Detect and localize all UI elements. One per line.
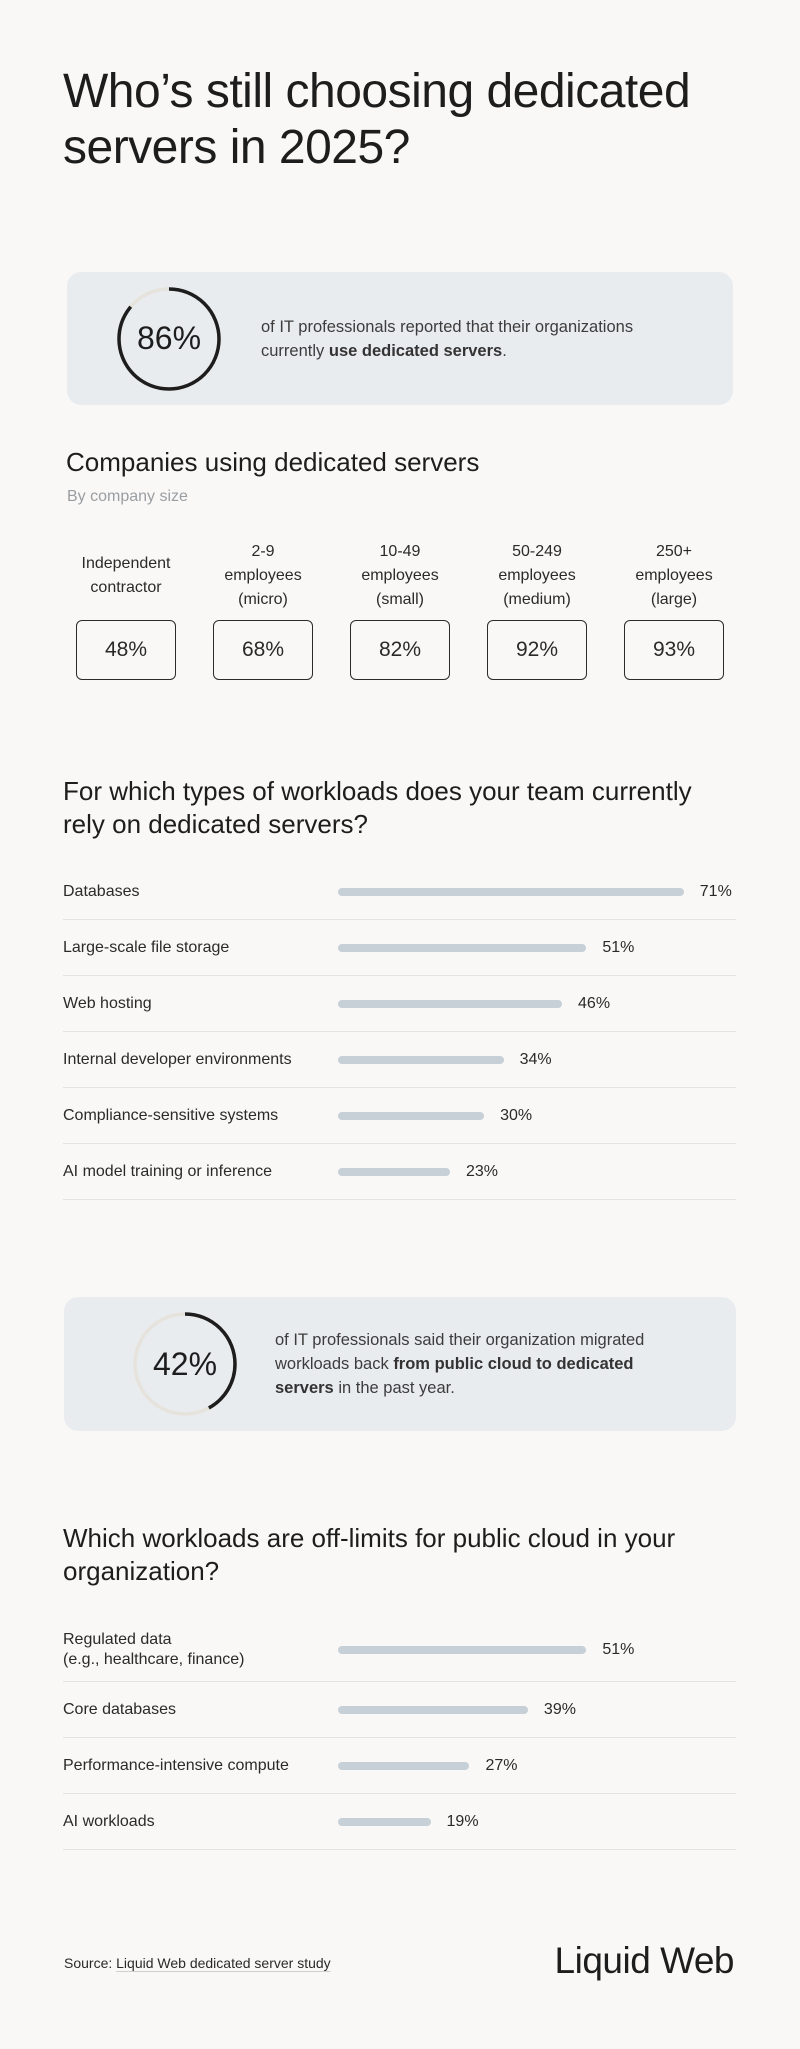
bar-fill xyxy=(338,999,563,1008)
size-label: Independent contractor xyxy=(81,555,171,596)
progress-ring: 86% xyxy=(117,286,221,391)
stat-emphasis: use dedicated servers xyxy=(328,341,503,360)
ring-chart-icon xyxy=(117,286,221,391)
bar-row: AI model training or inference 23% xyxy=(63,1144,736,1200)
bar-track: 34% xyxy=(338,1051,552,1068)
bar-value: 30% xyxy=(500,1106,533,1124)
size-value: 48% xyxy=(76,620,176,680)
source-link[interactable]: Liquid Web dedicated server study xyxy=(116,1955,331,1971)
bar-row: Web hosting 46% xyxy=(63,976,736,1032)
bar-fill xyxy=(338,887,684,896)
bar-value: 71% xyxy=(699,882,732,900)
bar-row: Regulated data (e.g., healthcare, finance… xyxy=(63,1618,736,1682)
stat-emphasis: from public cloud to dedicated servers xyxy=(275,1355,634,1397)
progress-ring: 42% xyxy=(133,1312,237,1416)
offlimits-bar-list: Regulated data (e.g., healthcare, finance… xyxy=(63,1618,736,1850)
bar-value: 51% xyxy=(602,1640,635,1658)
bar-fill xyxy=(338,1111,485,1120)
bar-value: 46% xyxy=(578,994,611,1012)
size-item: 2-9 employees (micro) 68% xyxy=(203,540,323,680)
bar-track: 51% xyxy=(338,939,634,956)
bar-track: 19% xyxy=(338,1813,479,1830)
bar-track: 51% xyxy=(338,1641,634,1658)
bar-track: 71% xyxy=(338,883,732,900)
company-size-grid: Independent contractor 48% 2-9 employees… xyxy=(66,540,734,680)
bar-track: 46% xyxy=(338,995,610,1012)
bar-fill xyxy=(338,1055,504,1064)
bar-fill xyxy=(338,1645,587,1654)
bar-value: 39% xyxy=(543,1700,576,1718)
bar-label: Internal developer environments xyxy=(63,1050,292,1068)
size-label: 2-9 employees (micro) xyxy=(224,543,302,608)
bar-label: Core databases xyxy=(63,1700,176,1718)
size-value: 93% xyxy=(624,620,724,680)
bar-value: 23% xyxy=(466,1162,499,1180)
stat-card-cloud-repatriation: 42% of IT professionals said their organ… xyxy=(64,1297,736,1431)
bar-fill xyxy=(338,1705,528,1714)
size-value: 92% xyxy=(487,620,587,680)
bar-track: 39% xyxy=(338,1701,576,1718)
bar-row: Large-scale file storage 51% xyxy=(63,920,736,976)
bar-track: 30% xyxy=(338,1107,532,1124)
bar-fill xyxy=(338,1817,431,1826)
bar-label: Web hosting xyxy=(63,994,152,1012)
company-size-subtitle: By company size xyxy=(67,488,188,505)
size-item: Independent contractor 48% xyxy=(66,540,186,680)
size-item: 250+ employees (large) 93% xyxy=(614,540,734,680)
bar-value: 51% xyxy=(602,938,635,956)
bar-row: Internal developer environments 34% xyxy=(63,1032,736,1088)
bar-fill xyxy=(338,1167,450,1176)
bar-track: 23% xyxy=(338,1163,498,1180)
stat-description: of IT professionals reported that their … xyxy=(261,317,634,360)
bar-fill xyxy=(338,1761,470,1770)
bar-row: Core databases 39% xyxy=(63,1682,736,1738)
workloads-title: For which types of workloads does your t… xyxy=(63,776,692,839)
bar-row: Compliance-sensitive systems 30% xyxy=(63,1088,736,1144)
size-item: 50-249 employees (medium) 92% xyxy=(477,540,597,680)
stat-value: 42% xyxy=(152,1345,218,1382)
bar-row: Databases 71% xyxy=(63,864,736,920)
size-item: 10-49 employees (small) 82% xyxy=(340,540,460,680)
company-size-title: Companies using dedicated servers xyxy=(66,447,480,477)
bar-label: Compliance-sensitive systems xyxy=(63,1106,279,1124)
bar-label: Performance-intensive compute xyxy=(63,1756,289,1774)
page-title: Who’s still choosing dedicated servers i… xyxy=(63,65,691,174)
bar-value: 34% xyxy=(519,1050,552,1068)
stat-card-dedicated-usage: 86% of IT professionals reported that th… xyxy=(67,272,733,405)
size-label: 10-49 employees (small) xyxy=(361,543,439,608)
liquid-web-logo: Liquid Web xyxy=(554,1940,735,1981)
bar-fill xyxy=(338,943,587,952)
source-note: Source: Liquid Web dedicated server stud… xyxy=(64,1955,331,1971)
bar-track: 27% xyxy=(338,1757,518,1774)
size-label: 50-249 employees (medium) xyxy=(498,543,576,608)
workloads-bar-list: Databases 71% Large-scale file storage 51% W… xyxy=(63,864,736,1200)
stat-description: of IT professionals said their organizat… xyxy=(275,1331,645,1397)
bar-label: Large-scale file storage xyxy=(63,938,230,956)
bar-row: Performance-intensive compute 27% xyxy=(63,1738,736,1794)
size-label: 250+ employees (large) xyxy=(635,543,713,608)
bar-row: AI workloads 19% xyxy=(63,1794,736,1850)
bar-label: Databases xyxy=(63,882,140,900)
size-value: 68% xyxy=(213,620,313,680)
ring-chart-icon xyxy=(133,1312,237,1416)
size-value: 82% xyxy=(350,620,450,680)
bar-label: AI model training or inference xyxy=(63,1162,272,1180)
bar-value: 27% xyxy=(485,1756,518,1774)
bar-value: 19% xyxy=(446,1812,479,1830)
bar-label: AI workloads xyxy=(63,1812,155,1830)
bar-label: Regulated data (e.g., healthcare, finance… xyxy=(63,1630,245,1668)
stat-value: 86% xyxy=(136,320,202,356)
offlimits-title: Which workloads are off-limits for publi… xyxy=(63,1523,676,1586)
